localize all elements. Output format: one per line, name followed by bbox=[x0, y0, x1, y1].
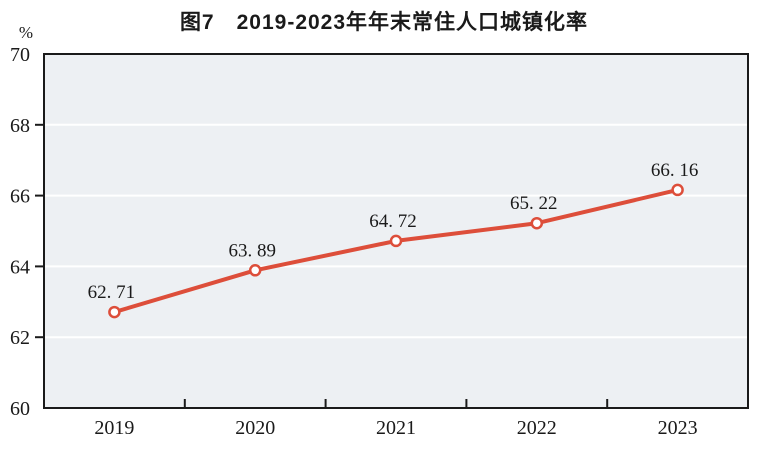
data-point-label: 65. 22 bbox=[510, 193, 558, 214]
y-axis-label: 62 bbox=[10, 327, 30, 349]
x-axis-label: 2023 bbox=[658, 417, 698, 439]
data-point-label: 64. 72 bbox=[369, 211, 417, 232]
plot-border bbox=[43, 53, 749, 409]
x-axis-label: 2019 bbox=[94, 417, 134, 439]
plot-area bbox=[44, 54, 748, 408]
chart-title: 图7 2019-2023年年末常住人口城镇化率 bbox=[179, 11, 589, 34]
y-axis-unit-label: % bbox=[19, 23, 33, 42]
x-axis-label: 2021 bbox=[376, 417, 416, 439]
y-axis-label: 64 bbox=[10, 256, 30, 278]
data-point-label: 62. 71 bbox=[88, 282, 136, 303]
x-axis-label: 2022 bbox=[517, 417, 557, 439]
data-point-marker bbox=[671, 183, 684, 197]
data-point-label: 66. 16 bbox=[651, 160, 699, 181]
y-axis-label: 68 bbox=[10, 115, 30, 137]
data-point-marker bbox=[108, 305, 121, 319]
y-axis-label: 60 bbox=[10, 398, 30, 420]
data-point-marker bbox=[248, 264, 262, 277]
y-axis-label: 70 bbox=[10, 44, 30, 66]
x-axis-label: 2020 bbox=[235, 417, 275, 439]
data-point-marker bbox=[530, 216, 544, 230]
y-axis-label: 66 bbox=[10, 186, 30, 208]
data-point-marker bbox=[389, 234, 403, 248]
data-point-label: 63. 89 bbox=[228, 240, 276, 261]
